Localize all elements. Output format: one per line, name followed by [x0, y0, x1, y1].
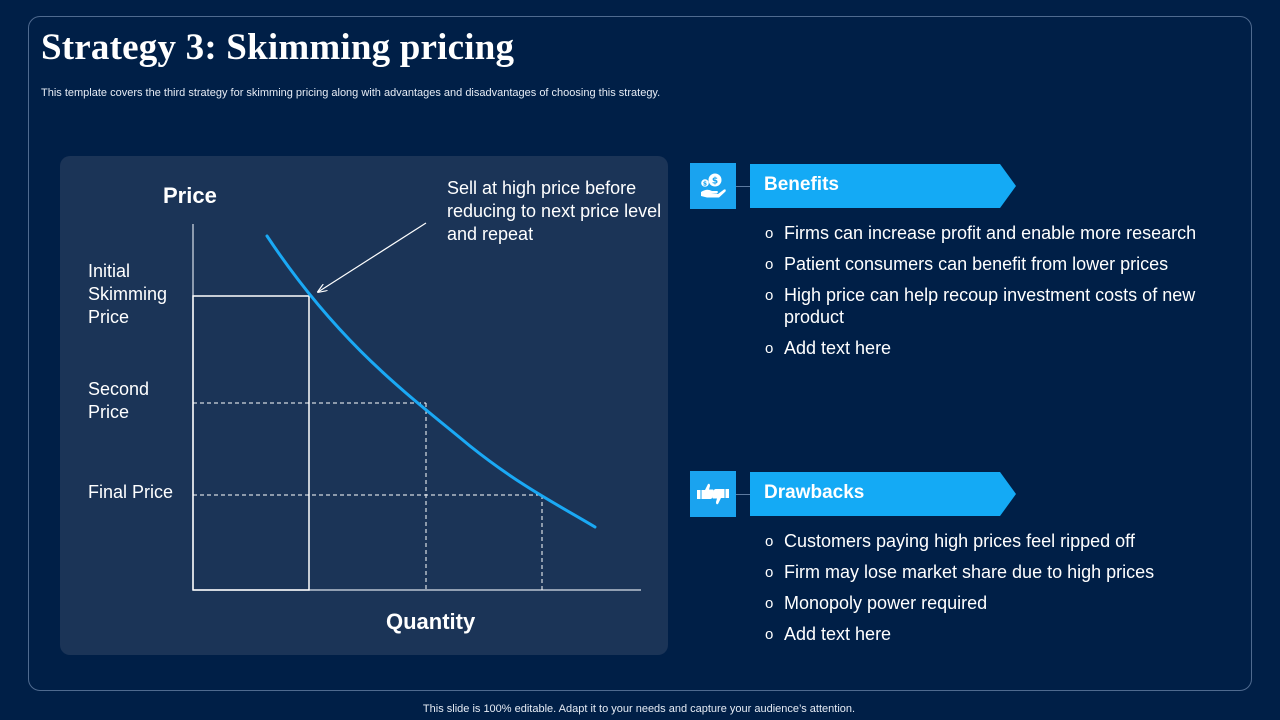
drawbacks-connector — [736, 494, 750, 495]
drawbacks-list: Customers paying high prices feel ripped… — [764, 530, 1224, 654]
money-hand-icon: $ $ — [690, 163, 736, 209]
benefits-list: Firms can increase profit and enable mor… — [764, 222, 1224, 368]
svg-text:$: $ — [712, 177, 718, 187]
list-item: Firms can increase profit and enable mor… — [764, 222, 1224, 245]
slide-title: Strategy 3: Skimming pricing — [41, 27, 515, 68]
list-item: Add text here — [764, 623, 1224, 646]
list-item: Patient consumers can benefit from lower… — [764, 253, 1224, 276]
slide-footer: This slide is 100% editable. Adapt it to… — [422, 703, 856, 715]
benefits-banner — [750, 164, 1016, 208]
pricing-diagram-panel: Price Quantity Initial Skimming Price Se… — [60, 156, 668, 655]
second-price-label: Second Price — [88, 379, 150, 422]
demand-curve — [265, 234, 597, 529]
initial-price-label: Initial Skimming Price — [88, 261, 168, 327]
list-item: Firm may lose market share due to high p… — [764, 561, 1224, 584]
svg-text:$: $ — [703, 181, 707, 188]
benefits-connector — [736, 186, 750, 187]
benefits-title: Benefits — [764, 174, 839, 195]
slide-frame — [28, 16, 1252, 691]
drawbacks-banner — [750, 472, 1016, 516]
callout-arrow — [318, 222, 427, 292]
list-item: Add text here — [764, 337, 1224, 360]
pricing-diagram — [192, 222, 641, 591]
x-axis-title: Quantity — [386, 609, 476, 634]
final-price-label: Final Price — [88, 482, 174, 502]
thumbs-up-down-icon — [690, 471, 736, 517]
slide-subtitle: This template covers the third strategy … — [41, 87, 661, 99]
y-axis-title: Price — [163, 183, 217, 208]
list-item: Customers paying high prices feel ripped… — [764, 530, 1224, 553]
drawbacks-title: Drawbacks — [764, 482, 865, 503]
list-item: Monopoly power required — [764, 592, 1224, 615]
list-item: High price can help recoup investment co… — [764, 284, 1224, 328]
initial-price-box — [192, 295, 310, 591]
callout-text: Sell at high price before reducing to ne… — [447, 178, 662, 244]
